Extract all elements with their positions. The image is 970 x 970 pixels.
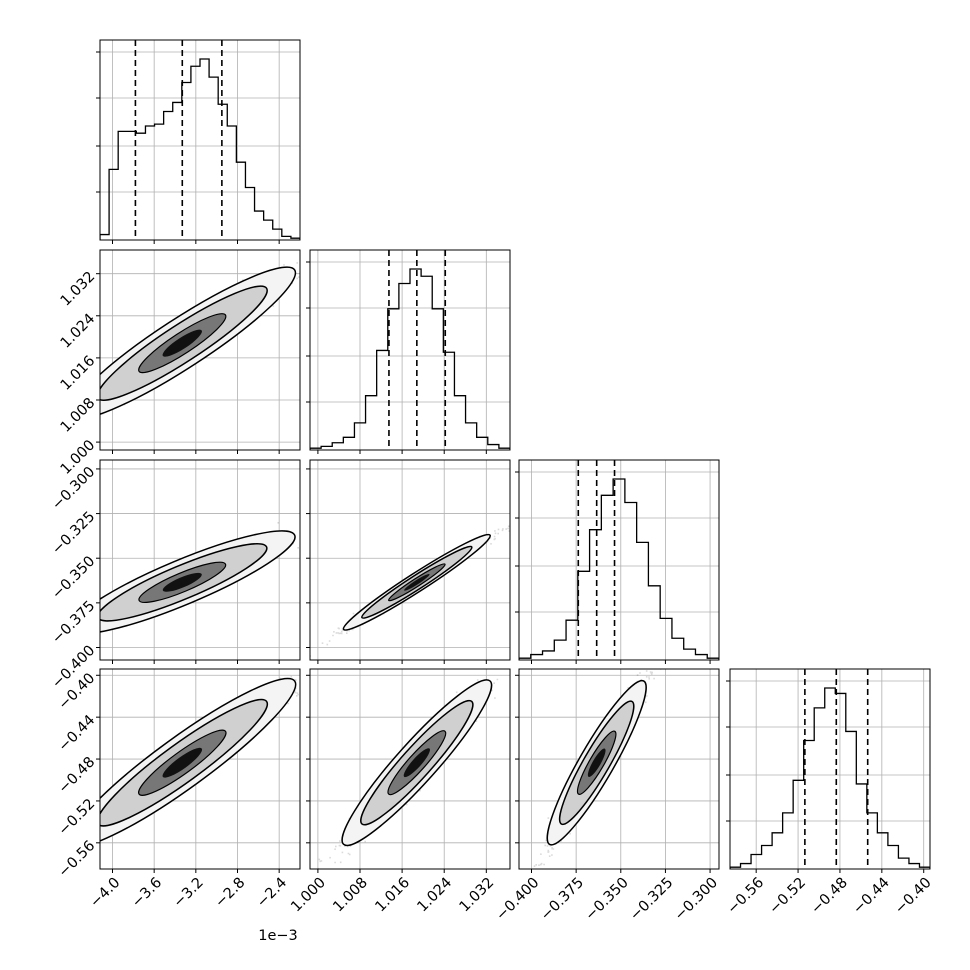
x-tick-label: −0.48 (808, 875, 851, 918)
x-tick-label: −0.325 (627, 875, 676, 924)
x-tick-label: −0.52 (766, 875, 809, 918)
x-tick-label: −0.300 (672, 875, 721, 924)
panel-frame (99, 249, 301, 451)
x-tick-label: −3.6 (129, 875, 165, 911)
x-tick-label: 1.024 (415, 875, 456, 916)
panel-1-0 (96, 249, 301, 454)
y-tick-label: −0.52 (56, 796, 99, 839)
panel-content (310, 460, 510, 660)
y-tick-label: −0.350 (49, 553, 98, 602)
y-tick-label: 1.016 (58, 353, 99, 394)
panel-frame (99, 459, 301, 661)
x-tick-label: 1.016 (372, 875, 413, 916)
panel-content (100, 460, 300, 660)
y-tick-label: −0.56 (56, 838, 99, 881)
panel-frame (518, 459, 720, 661)
panel-3-0 (96, 668, 301, 873)
histogram-3 (730, 687, 930, 869)
panel-3-2 (515, 668, 720, 873)
panel-3-3 (726, 668, 931, 873)
x-tick-label: 1.008 (330, 875, 371, 916)
x-tick-label: 1.000 (288, 875, 329, 916)
x-tick-label: −2.4 (254, 875, 290, 911)
x-tick-label: −2.8 (212, 875, 248, 911)
panel-frame (518, 668, 720, 870)
panel-0-0 (96, 39, 301, 244)
density-peak (403, 748, 430, 778)
histogram-0 (100, 58, 300, 240)
x-tick-label: −0.44 (850, 875, 893, 918)
x-tick-label: −0.375 (538, 875, 587, 924)
panel-2-0 (96, 459, 301, 664)
panel-frame (309, 668, 511, 870)
panel-3-1 (306, 668, 511, 873)
histogram-1 (310, 268, 510, 450)
y-tick-label: −0.48 (56, 754, 99, 797)
x-tick-label: −0.400 (493, 875, 542, 924)
panel-frame (309, 459, 511, 661)
density-peak (404, 573, 430, 591)
x-offset-label: 1e−3 (258, 928, 298, 944)
x-tick-label: −4.0 (87, 875, 123, 911)
density-peak (162, 747, 203, 778)
y-tick-label: 1.024 (58, 311, 99, 352)
y-tick-label: −0.325 (49, 509, 98, 558)
panel-frame (729, 668, 931, 870)
panel-content (310, 250, 510, 450)
panel-2-2 (515, 459, 720, 664)
density-peak (162, 572, 202, 592)
panel-frame (309, 249, 511, 451)
panel-content (310, 669, 510, 869)
x-tick-label: −3.2 (171, 875, 207, 911)
panel-frame (99, 39, 301, 241)
x-tick-label: −0.350 (583, 875, 632, 924)
y-tick-label: 1.008 (58, 395, 99, 436)
x-tick-label: 1.032 (457, 875, 498, 916)
density-peak (162, 329, 202, 357)
panel-1-1 (306, 249, 511, 454)
panel-content (519, 460, 719, 660)
histogram-2 (519, 478, 719, 660)
panel-2-1 (306, 459, 511, 664)
x-tick-label: −0.40 (892, 875, 935, 918)
panel-content (100, 250, 300, 450)
y-tick-label: −0.44 (56, 712, 99, 755)
panel-content (100, 669, 300, 869)
x-tick-label: −0.56 (724, 875, 767, 918)
y-tick-label: −0.375 (49, 598, 98, 647)
panel-content (100, 40, 300, 240)
panel-content (519, 669, 719, 869)
y-tick-label: 1.032 (58, 269, 99, 310)
density-peak (587, 748, 606, 778)
panel-frame (99, 668, 301, 870)
panel-content (730, 669, 930, 869)
